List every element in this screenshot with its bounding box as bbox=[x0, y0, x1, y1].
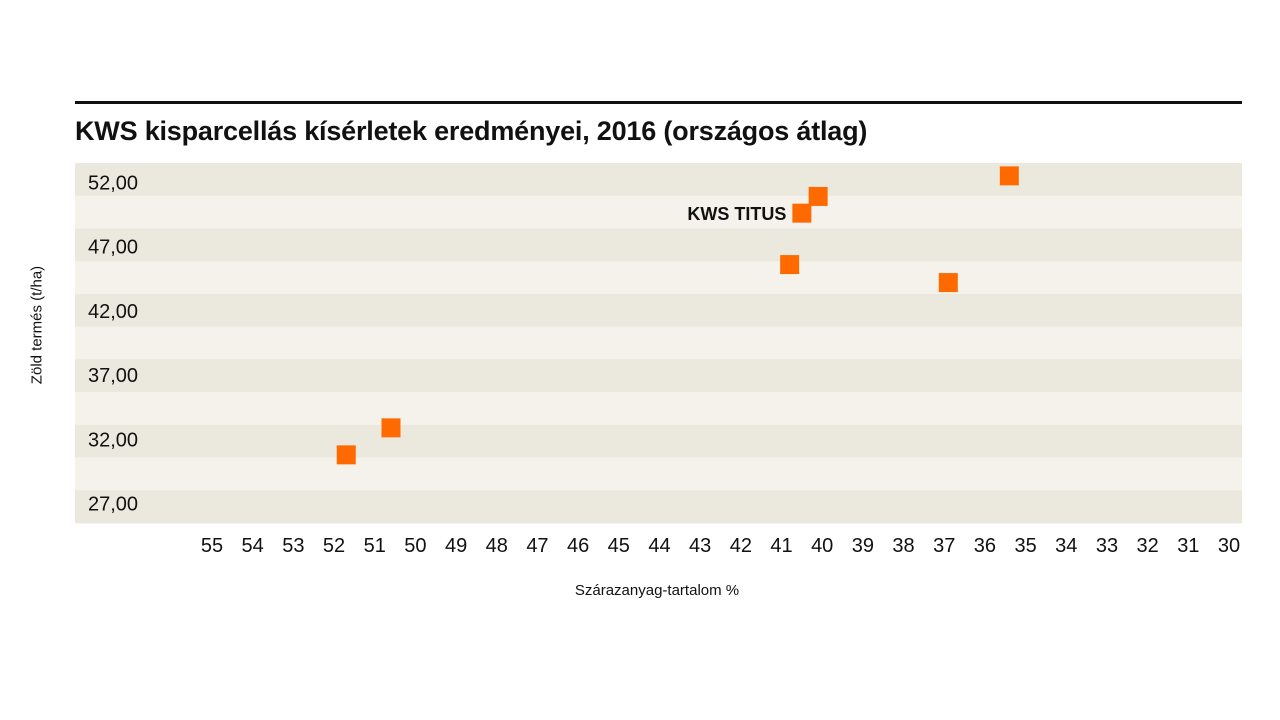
x-tick-label: 45 bbox=[608, 535, 630, 557]
y-axis-title: Zöld termés (t/ha) bbox=[28, 265, 46, 385]
x-tick-label: 51 bbox=[364, 535, 386, 557]
x-tick-label: 30 bbox=[1218, 535, 1240, 557]
y-tick-label: 47,00 bbox=[88, 237, 138, 259]
data-point bbox=[938, 273, 958, 293]
y-tick-label: 42,00 bbox=[88, 301, 138, 323]
grid-band bbox=[75, 424, 1242, 459]
x-tick-label: 32 bbox=[1137, 535, 1159, 557]
x-tick-label: 37 bbox=[933, 535, 955, 557]
x-tick-label: 43 bbox=[689, 535, 711, 557]
grid-band bbox=[75, 457, 1242, 491]
data-point bbox=[381, 418, 401, 438]
x-tick-label: 31 bbox=[1177, 535, 1199, 557]
x-tick-label: 53 bbox=[282, 535, 304, 557]
x-tick-label: 33 bbox=[1096, 535, 1118, 557]
y-tick-label: 32,00 bbox=[88, 429, 138, 451]
grid-band bbox=[75, 195, 1242, 229]
x-tick-label: 48 bbox=[486, 535, 508, 557]
grid-band bbox=[75, 293, 1242, 328]
x-axis-title: Szárazanyag-tartalom % bbox=[574, 582, 740, 599]
grid-band bbox=[75, 261, 1242, 295]
x-tick-label: 49 bbox=[445, 535, 467, 557]
x-tick-label: 52 bbox=[323, 535, 345, 557]
x-tick-label: 39 bbox=[852, 535, 874, 557]
x-tick-label: 35 bbox=[1014, 535, 1036, 557]
x-tick-label: 40 bbox=[811, 535, 833, 557]
grid-band bbox=[75, 163, 1242, 197]
data-point bbox=[336, 445, 356, 465]
grid-band bbox=[75, 359, 1242, 393]
data-point bbox=[999, 166, 1019, 186]
x-tick-label: 38 bbox=[892, 535, 914, 557]
x-tick-label: 54 bbox=[242, 535, 264, 557]
grid-band bbox=[75, 490, 1242, 524]
x-tick-label: 55 bbox=[201, 535, 223, 557]
point-label: KWS TITUS bbox=[687, 204, 786, 224]
chart-title: KWS kisparcellás kísérletek eredményei, … bbox=[75, 116, 868, 146]
data-point bbox=[780, 255, 800, 275]
x-tick-label: 44 bbox=[648, 535, 670, 557]
grid-band bbox=[75, 326, 1242, 360]
y-tick-label: 37,00 bbox=[88, 365, 138, 387]
x-tick-label: 47 bbox=[526, 535, 548, 557]
x-tick-label: 50 bbox=[404, 535, 426, 557]
data-point bbox=[792, 203, 812, 223]
top-rule bbox=[75, 101, 1242, 104]
data-point bbox=[808, 186, 828, 206]
x-tick-label: 46 bbox=[567, 535, 589, 557]
x-tick-label: 36 bbox=[974, 535, 996, 557]
x-tick-label: 41 bbox=[770, 535, 792, 557]
grid-band bbox=[75, 228, 1242, 262]
grid-band bbox=[75, 392, 1242, 426]
y-tick-label: 27,00 bbox=[88, 494, 138, 516]
x-tick-label: 34 bbox=[1055, 535, 1077, 557]
x-tick-label: 42 bbox=[730, 535, 752, 557]
y-tick-label: 52,00 bbox=[88, 172, 138, 194]
